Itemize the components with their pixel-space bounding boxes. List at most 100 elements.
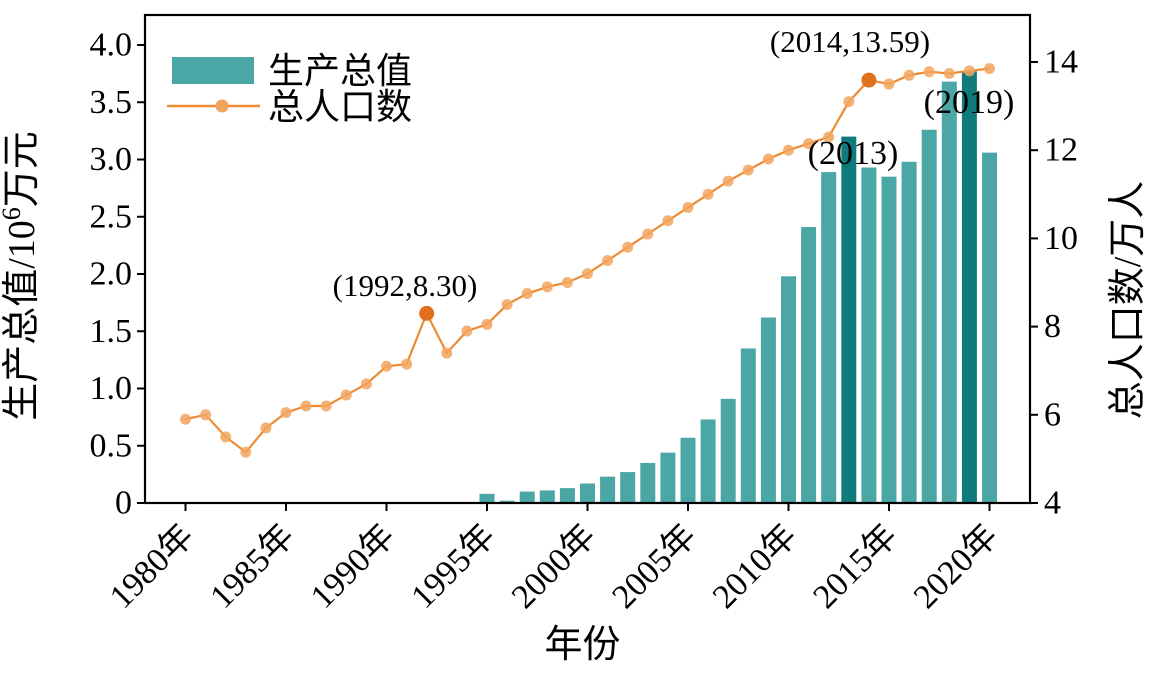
x-tick-label: 1985年 [203, 517, 302, 616]
population-point-2007 [722, 175, 734, 187]
legend-line-marker [215, 99, 229, 113]
x-tick-label: 2010年 [705, 517, 804, 616]
gdp-bar-2009 [760, 317, 776, 503]
population-point-2012 [823, 131, 835, 143]
gdp-bar-2002 [620, 472, 636, 503]
gdp-bar-2003 [640, 462, 656, 503]
left-tick-label: 4.0 [90, 27, 133, 64]
population-point-1981 [200, 409, 212, 421]
population-point-1990 [381, 360, 392, 372]
gdp-bar-2006 [700, 419, 716, 503]
gdp-bar-2017 [921, 129, 937, 504]
population-point-1987 [320, 400, 332, 412]
gdp-bar-1995 [479, 493, 495, 503]
population-point-1996 [501, 299, 513, 311]
left-tick-label: 3.5 [90, 84, 133, 121]
population-point-1986 [300, 400, 312, 412]
population-point-1997 [521, 288, 533, 300]
population-point-2004 [662, 215, 674, 227]
x-axis-title: 年份 [544, 624, 620, 666]
population-point-1988 [340, 389, 352, 401]
gdp-bar-1998 [539, 490, 555, 503]
right-tick-label: 8 [1044, 308, 1061, 345]
legend-label-gdp: 生产总值 [268, 51, 412, 91]
population-point-1982 [220, 431, 232, 443]
population-point-1984 [260, 422, 272, 434]
population-point-2017 [923, 66, 935, 78]
population-point-1991 [401, 358, 413, 370]
gdp-bar-1996 [499, 500, 515, 503]
population-point-2002 [622, 241, 634, 253]
annotation-2013: (2013) [808, 135, 899, 172]
population-point-1995 [481, 318, 493, 330]
gdp-bar-1997 [519, 491, 535, 503]
x-tick-label: 2015年 [806, 517, 905, 616]
right-tick-label: 14 [1044, 44, 1078, 81]
right-tick-label: 12 [1044, 132, 1078, 169]
gdp-bar-2019 [961, 71, 977, 504]
left-tick-label: 0 [115, 485, 132, 522]
x-axis: 1980年 1985年 1990年 1995年 2000年 2005年 2010年 2015年… [102, 503, 1005, 616]
right-tick-label: 4 [1044, 485, 1061, 522]
x-tick-label: 2005年 [605, 517, 704, 616]
gdp-bar-2011 [801, 227, 817, 503]
x-tick-label: 1995年 [404, 517, 503, 616]
gdp-bar-2020 [982, 152, 997, 503]
gdp-bar-2004 [660, 452, 676, 503]
legend-bar-swatch [172, 57, 254, 84]
population-point-1983 [240, 446, 252, 458]
population-point-2019 [963, 65, 975, 77]
population-point-2011 [803, 138, 815, 150]
gdp-bars-series [479, 71, 997, 504]
population-point-2005 [682, 202, 694, 214]
population-point-1980 [180, 413, 191, 425]
population-point-2000 [582, 268, 593, 280]
x-tick-label: 1990年 [303, 517, 402, 616]
left-axis: 0 0.5 1.0 1.5 2.0 2.5 3.0 3.5 4.0 [90, 27, 145, 522]
gdp-bar-2010 [781, 276, 796, 503]
population-point-2018 [943, 67, 955, 79]
population-point-1985 [280, 407, 292, 419]
left-axis-title: 生产总值/106万元 [0, 131, 43, 421]
population-point-2015 [883, 78, 895, 90]
gdp-bar-2001 [600, 476, 616, 503]
population-line-series [180, 63, 995, 458]
annotation-1992830: (1992,8.30) [333, 268, 478, 303]
population-point-2013 [843, 96, 855, 108]
gdp-bar-2018 [941, 81, 957, 503]
population-point-1989 [360, 378, 372, 390]
x-tick-label: 1980年 [102, 517, 201, 616]
right-axis-title: 总人口数/万人 [1107, 181, 1149, 420]
right-tick-label: 10 [1044, 220, 1078, 257]
left-tick-label: 1.0 [90, 370, 133, 407]
population-point-1994 [461, 325, 473, 337]
right-axis: 4 6 8 10 12 14 [1030, 44, 1078, 522]
right-tick-label: 6 [1044, 396, 1061, 433]
population-point-2003 [642, 228, 654, 240]
x-tick-label: 2000年 [504, 517, 603, 616]
left-tick-label: 3.0 [90, 141, 133, 178]
legend-label-population: 总人口数 [268, 87, 412, 127]
gdp-bar-1999 [559, 488, 575, 503]
gdp-bar-2007 [720, 398, 736, 503]
gdp-bar-2015 [881, 176, 897, 504]
population-point-2010 [783, 144, 794, 156]
gdp-bar-2016 [901, 161, 917, 504]
gdp-bar-2014 [861, 167, 877, 503]
population-point-1992 [419, 305, 435, 321]
population-point-1999 [561, 277, 573, 288]
left-tick-label: 2.0 [90, 256, 133, 293]
left-tick-label: 1.5 [90, 313, 133, 350]
population-point-2009 [762, 153, 774, 165]
gdp-bar-2000 [580, 483, 595, 503]
population-point-1998 [541, 281, 553, 293]
population-point-2014 [861, 72, 877, 88]
left-tick-label: 2.5 [90, 198, 133, 235]
population-point-2016 [903, 69, 915, 81]
left-tick-label: 0.5 [90, 427, 133, 464]
population-point-1993 [441, 347, 453, 359]
gdp-bar-2005 [680, 437, 696, 503]
gdp-bar-2012 [821, 172, 837, 503]
